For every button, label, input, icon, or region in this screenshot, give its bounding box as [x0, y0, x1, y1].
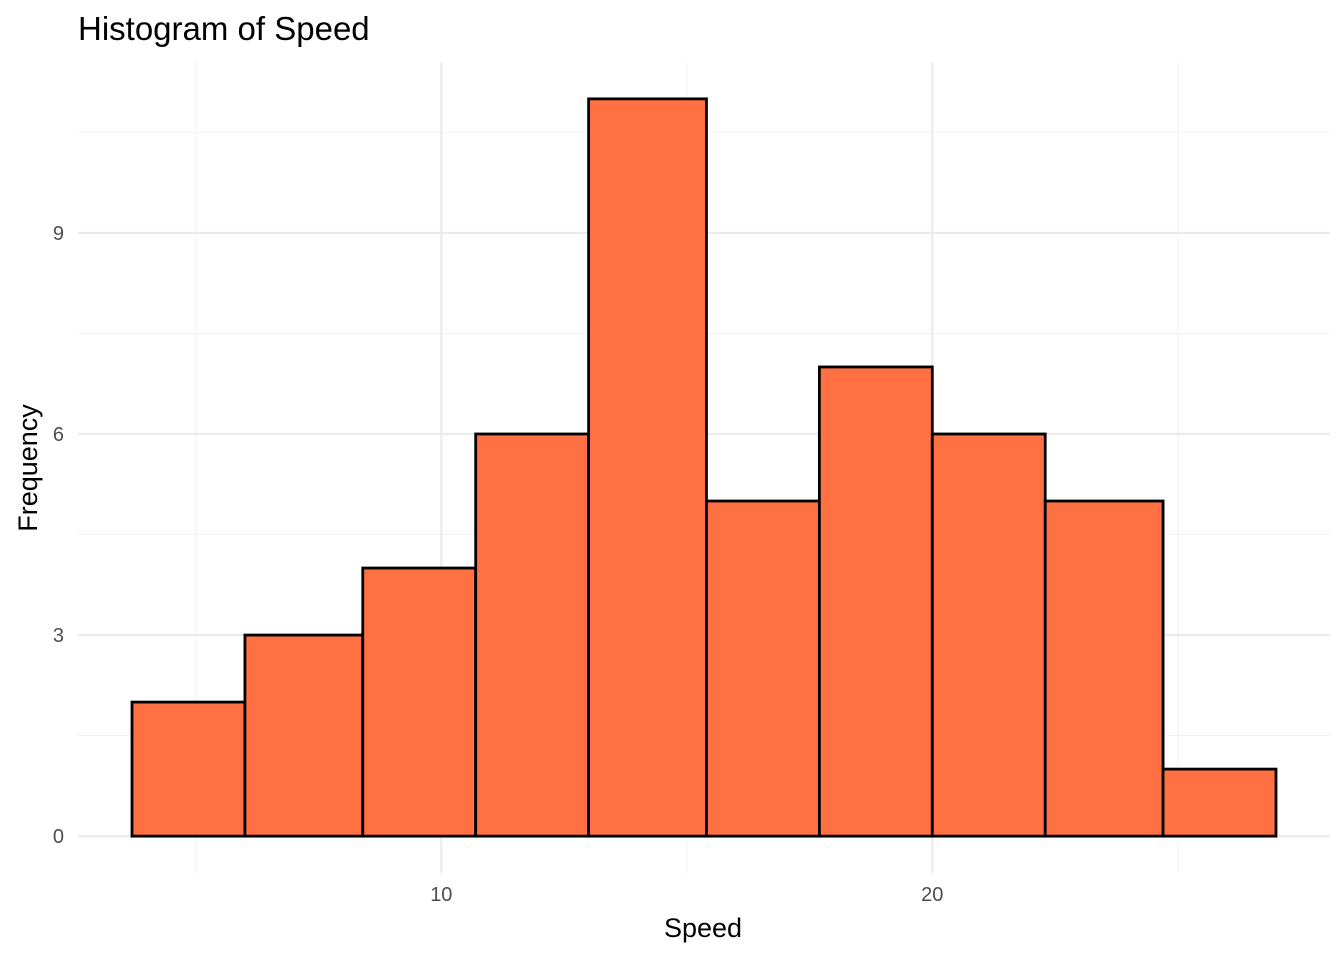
histogram-bar: [817, 365, 934, 838]
histogram-bar: [243, 633, 365, 838]
histogram-bar: [930, 432, 1047, 838]
histogram-bar: [474, 432, 591, 838]
histogram-bar: [705, 499, 821, 838]
y-tick-label: 0: [53, 826, 64, 848]
histogram-bar: [1043, 499, 1165, 838]
y-axis-title: Frequency: [13, 404, 43, 532]
chart-title: Histogram of Speed: [78, 10, 370, 47]
histogram-bar: [587, 97, 708, 838]
x-tick-label: 10: [430, 884, 452, 906]
y-tick-label: 3: [53, 625, 64, 647]
y-tick-label: 9: [53, 223, 64, 245]
bars-layer: [130, 97, 1278, 838]
x-axis-title: Speed: [664, 913, 742, 943]
histogram-bar: [1161, 767, 1278, 838]
histogram-bar: [361, 566, 478, 838]
x-tick-label: 20: [921, 884, 943, 906]
tick-labels: 10 20 0 3 6 9: [53, 223, 944, 906]
histogram-bar: [130, 700, 247, 838]
y-tick-label: 6: [53, 424, 64, 446]
